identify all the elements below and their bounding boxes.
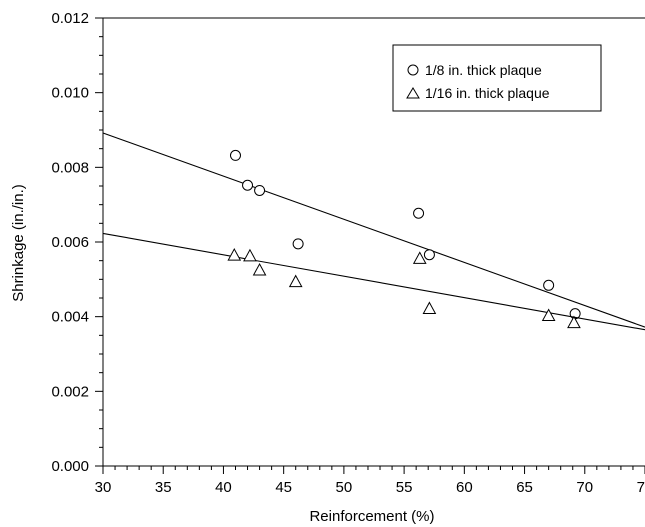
y-tick-label: 0.006: [51, 234, 89, 251]
data-point-triangle: [243, 248, 257, 262]
y-tick-label: 0.012: [51, 10, 89, 27]
legend-label-series-2: 1/16 in. thick plaque: [425, 85, 550, 101]
x-tick-label: 75: [637, 479, 645, 496]
legend-marker-triangle: [406, 87, 420, 99]
legend-box: [392, 44, 602, 112]
data-point-triangle: [288, 274, 303, 288]
data-point-triangle: [227, 248, 242, 261]
trend-line-series-1: [102, 132, 645, 328]
y-tick-label: 0.002: [51, 383, 89, 400]
x-tick-label: 65: [516, 479, 533, 496]
data-point-circle: [413, 207, 425, 219]
y-axis-label: Shrinkage (in./in.): [10, 184, 27, 302]
x-tick-label: 55: [396, 479, 413, 496]
y-tick-label: 0.010: [51, 85, 89, 102]
x-axis-label: Reinforcement (%): [309, 508, 434, 525]
legend-label-series-1: 1/8 in. thick plaque: [425, 62, 542, 78]
x-tick-label: 45: [275, 479, 292, 496]
y-tick-label: 0.000: [51, 458, 89, 475]
legend: 1/8 in. thick plaque 1/16 in. thick plaq…: [392, 44, 602, 112]
data-point-triangle: [567, 315, 581, 329]
y-tick-label: 0.008: [51, 159, 89, 176]
x-tick-label: 30: [95, 479, 112, 496]
data-point-circle: [242, 179, 254, 191]
data-point-circle: [229, 149, 241, 161]
trend-line-series-2: [102, 232, 645, 331]
y-tick-label: 0.004: [51, 309, 89, 326]
x-tick-label: 50: [336, 479, 353, 496]
data-point-triangle: [412, 251, 427, 264]
x-tick-label: 70: [576, 479, 593, 496]
x-tick-label: 40: [215, 479, 232, 496]
axes: 30 35 40 45 50 55 60 65 70 75 0.000 0.002 0.004 0.006…: [51, 10, 645, 496]
data-point-circle: [292, 238, 304, 250]
x-tick-label: 60: [456, 479, 473, 496]
data-point-circle: [254, 184, 266, 196]
x-tick-label: 35: [155, 479, 172, 496]
data-point-triangle: [541, 308, 556, 322]
series-2: [102, 232, 645, 331]
legend-marker-circle: [407, 64, 419, 76]
data-point-circle: [423, 249, 435, 261]
data-point-triangle: [252, 262, 267, 276]
data-point-circle: [543, 279, 555, 291]
series-1: [102, 132, 645, 328]
data-point-triangle: [422, 301, 437, 314]
